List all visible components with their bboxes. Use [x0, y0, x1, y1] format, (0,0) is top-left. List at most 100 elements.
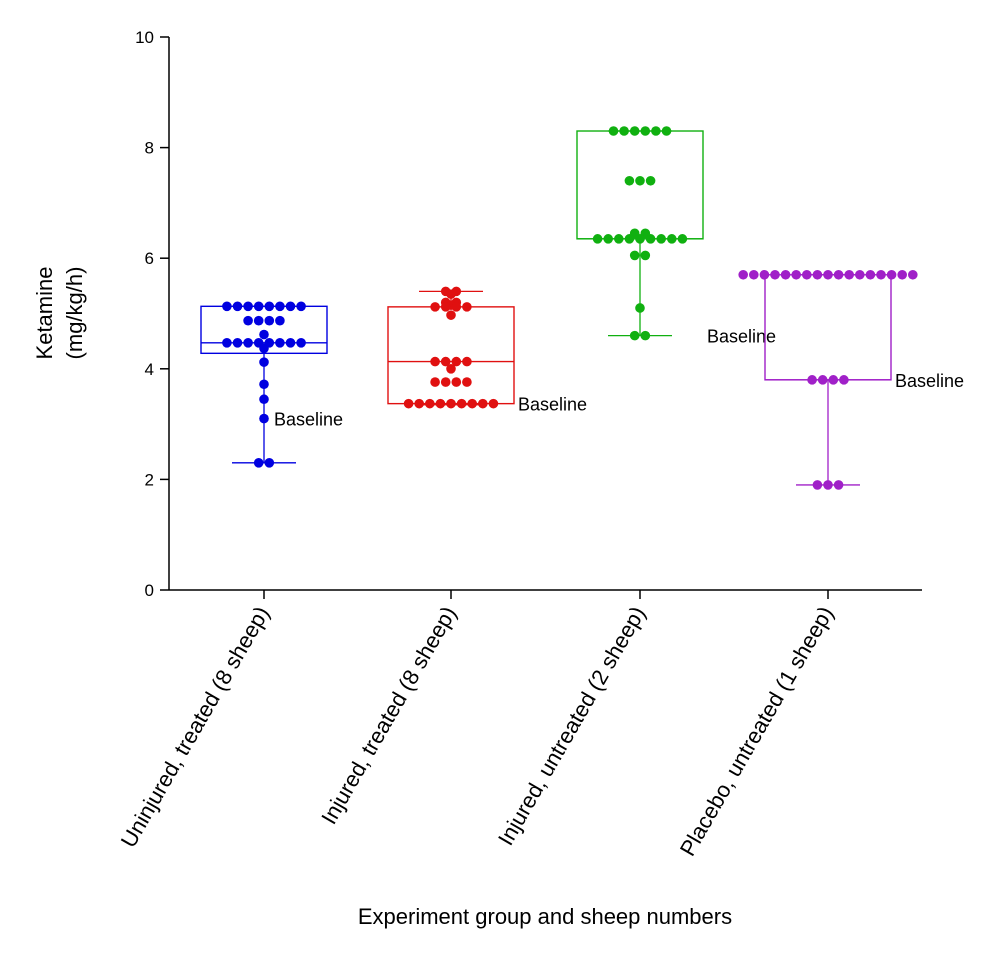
y-axis-unit: (mg/kg/h) [62, 267, 87, 360]
data-point [285, 301, 296, 312]
data-point [667, 234, 677, 244]
data-point [296, 338, 306, 348]
data-point [264, 458, 275, 468]
data-point [243, 315, 253, 326]
data-point [253, 458, 264, 468]
box [764, 274, 892, 381]
data-point [629, 250, 640, 261]
data-point [253, 315, 264, 326]
data-point [823, 269, 833, 280]
data-point [656, 234, 666, 244]
data-point [876, 269, 886, 280]
data-point [645, 175, 656, 186]
y-tick-label: 10 [135, 28, 154, 47]
data-point [614, 234, 624, 244]
data-point [624, 175, 635, 186]
data-point [259, 394, 269, 405]
y-tick-label: 8 [145, 139, 154, 158]
data-point [467, 398, 478, 409]
data-point [897, 269, 907, 280]
data-point [259, 379, 269, 390]
x-tick-label: Placebo, untreated (1 sheep) [675, 602, 839, 860]
data-point [259, 357, 269, 367]
data-point [222, 338, 232, 348]
axis-titles: Ketamine (mg/kg/h) Experiment group and … [32, 267, 732, 929]
data-point [259, 413, 269, 424]
data-point [462, 302, 472, 312]
y-tick-label: 4 [145, 360, 154, 379]
data-point [635, 234, 645, 244]
data-point [446, 289, 456, 299]
data-point [833, 480, 844, 490]
data-point [749, 269, 759, 280]
data-point [403, 398, 414, 409]
data-point [259, 329, 269, 340]
data-point [440, 302, 451, 312]
data-point [296, 301, 306, 312]
box [387, 306, 515, 405]
data-point [807, 375, 817, 385]
data-point [414, 398, 425, 409]
data-point [677, 234, 688, 244]
data-point [440, 356, 451, 367]
y-tick-label: 0 [145, 581, 154, 600]
data-point [629, 126, 640, 136]
data-point [259, 343, 269, 354]
data-point [619, 126, 629, 136]
data-point [844, 269, 854, 280]
data-point [462, 377, 472, 387]
data-point [446, 364, 456, 374]
data-point [886, 269, 897, 280]
data-point [640, 126, 651, 136]
data-point [232, 301, 243, 312]
data-point [451, 377, 462, 387]
data-point [440, 377, 451, 387]
data-point [823, 480, 833, 490]
data-point [430, 302, 440, 312]
data-point [285, 338, 296, 348]
data-point [640, 330, 651, 341]
baseline-annotation: Baseline [518, 395, 587, 415]
data-point [817, 375, 828, 385]
x-tick-label: Injured, treated (8 sheep) [316, 602, 461, 828]
data-point [640, 250, 651, 261]
baseline-annotation: Baseline [895, 371, 964, 391]
baseline-annotation: Baseline [707, 327, 776, 347]
data-point [488, 398, 499, 409]
data-point [451, 302, 462, 312]
data-point [232, 338, 243, 348]
data-point [264, 301, 275, 312]
data-point [243, 338, 253, 348]
data-point [456, 398, 467, 409]
data-point [635, 303, 645, 313]
plot-area: Baseline Baseline Baseline Baseline [200, 126, 964, 490]
data-point [629, 330, 640, 341]
data-point [738, 269, 748, 280]
x-tick-label: Injured, untreated (2 sheep) [493, 602, 650, 850]
data-point [624, 234, 635, 244]
data-point [839, 375, 849, 385]
box [200, 305, 328, 355]
data-point [855, 269, 865, 280]
data-point [812, 480, 823, 490]
data-point [478, 398, 488, 409]
data-point [446, 310, 456, 320]
data-point [243, 301, 253, 312]
data-point [275, 301, 285, 312]
data-point [635, 175, 645, 186]
data-point [645, 234, 656, 244]
data-point [425, 398, 435, 409]
y-tick-label: 2 [145, 470, 154, 489]
data-point [603, 234, 613, 244]
data-point [828, 375, 839, 385]
data-point [608, 126, 619, 136]
data-point [661, 126, 672, 136]
data-point [430, 356, 440, 367]
data-point [222, 301, 232, 312]
data-point [865, 269, 876, 280]
data-point [770, 269, 780, 280]
data-point [264, 315, 275, 326]
data-point [275, 338, 285, 348]
baseline-annotation: Baseline [274, 410, 343, 430]
